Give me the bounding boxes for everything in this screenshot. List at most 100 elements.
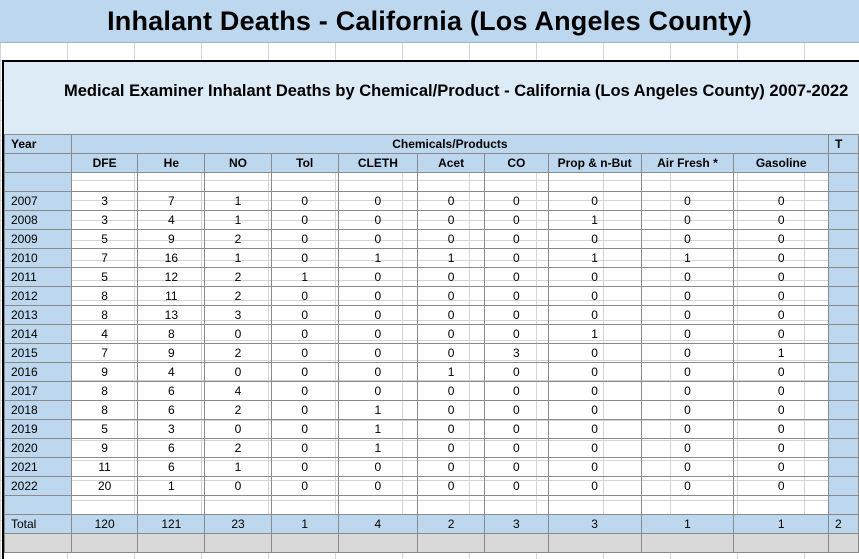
value-cell[interactable]: 8 xyxy=(137,324,206,344)
trailing-cell[interactable] xyxy=(828,476,859,496)
trailing-cell[interactable] xyxy=(828,248,859,268)
value-cell[interactable]: 0 xyxy=(547,305,642,325)
value-cell[interactable]: 0 xyxy=(337,476,419,496)
year-cell[interactable]: 2021 xyxy=(4,457,72,477)
subtitle-bar[interactable]: Medical Examiner Inhalant Deaths by Chem… xyxy=(4,62,859,135)
value-cell[interactable]: 0 xyxy=(337,210,419,230)
value-cell[interactable]: 7 xyxy=(137,191,206,211)
blank-cell[interactable] xyxy=(640,495,735,515)
total-label[interactable]: Total xyxy=(4,514,72,534)
footer-cell[interactable] xyxy=(733,533,830,553)
value-cell[interactable]: 0 xyxy=(270,286,339,306)
year-cell[interactable]: 2009 xyxy=(4,229,72,249)
value-cell[interactable]: 0 xyxy=(733,476,830,496)
value-cell[interactable]: 6 xyxy=(137,438,206,458)
column-header[interactable]: He xyxy=(137,153,206,173)
value-cell[interactable]: 0 xyxy=(270,324,339,344)
value-cell[interactable]: 9 xyxy=(137,229,206,249)
value-cell[interactable]: 0 xyxy=(640,438,735,458)
value-cell[interactable]: 0 xyxy=(483,210,549,230)
value-cell[interactable]: 0 xyxy=(483,286,549,306)
trailing-total-cell[interactable]: 2 xyxy=(828,514,859,534)
value-cell[interactable]: 0 xyxy=(270,400,339,420)
value-cell[interactable]: 0 xyxy=(337,305,419,325)
value-cell[interactable]: 0 xyxy=(483,419,549,439)
year-cell[interactable]: 2016 xyxy=(4,362,72,382)
column-header[interactable]: DFE xyxy=(70,153,139,173)
value-cell[interactable]: 0 xyxy=(547,286,642,306)
value-cell[interactable]: 0 xyxy=(733,191,830,211)
value-cell[interactable]: 0 xyxy=(640,305,735,325)
value-cell[interactable]: 11 xyxy=(137,286,206,306)
trailing-cell[interactable] xyxy=(828,191,859,211)
trailing-cell[interactable] xyxy=(828,495,859,515)
value-cell[interactable]: 0 xyxy=(640,457,735,477)
value-cell[interactable]: 5 xyxy=(70,267,139,287)
footer-cell[interactable] xyxy=(204,533,272,553)
value-cell[interactable]: 3 xyxy=(70,191,139,211)
value-cell[interactable]: 0 xyxy=(337,324,419,344)
value-cell[interactable]: 0 xyxy=(417,210,485,230)
value-cell[interactable]: 0 xyxy=(733,324,830,344)
value-cell[interactable]: 7 xyxy=(70,343,139,363)
value-cell[interactable]: 0 xyxy=(547,267,642,287)
column-header[interactable]: CO xyxy=(483,153,549,173)
value-cell[interactable]: 0 xyxy=(483,381,549,401)
value-cell[interactable]: 1 xyxy=(204,457,272,477)
value-cell[interactable]: 0 xyxy=(417,305,485,325)
value-cell[interactable]: 0 xyxy=(270,381,339,401)
value-cell[interactable]: 0 xyxy=(733,400,830,420)
value-cell[interactable]: 0 xyxy=(483,400,549,420)
footer-cell[interactable] xyxy=(547,533,642,553)
value-cell[interactable]: 0 xyxy=(547,229,642,249)
value-cell[interactable]: 1 xyxy=(337,419,419,439)
value-cell[interactable]: 4 xyxy=(137,210,206,230)
value-cell[interactable]: 1 xyxy=(417,362,485,382)
value-cell[interactable]: 0 xyxy=(204,324,272,344)
year-cell[interactable]: 2007 xyxy=(4,191,72,211)
blank-cell[interactable] xyxy=(547,172,642,192)
value-cell[interactable]: 0 xyxy=(640,381,735,401)
trailing-cell[interactable] xyxy=(828,343,859,363)
value-cell[interactable]: 1 xyxy=(337,400,419,420)
value-cell[interactable]: 0 xyxy=(270,305,339,325)
trailing-cell[interactable] xyxy=(828,172,859,192)
value-cell[interactable]: 3 xyxy=(70,210,139,230)
value-cell[interactable]: 0 xyxy=(270,343,339,363)
total-value-cell[interactable]: 121 xyxy=(137,514,206,534)
value-cell[interactable]: 20 xyxy=(70,476,139,496)
value-cell[interactable]: 0 xyxy=(640,400,735,420)
total-value-cell[interactable]: 120 xyxy=(70,514,139,534)
value-cell[interactable]: 12 xyxy=(137,267,206,287)
value-cell[interactable]: 0 xyxy=(270,362,339,382)
value-cell[interactable]: 1 xyxy=(337,438,419,458)
blank-cell[interactable] xyxy=(204,495,272,515)
value-cell[interactable]: 1 xyxy=(417,248,485,268)
value-cell[interactable]: 0 xyxy=(337,267,419,287)
value-cell[interactable]: 8 xyxy=(70,400,139,420)
column-header[interactable]: Acet xyxy=(417,153,485,173)
value-cell[interactable]: 9 xyxy=(137,343,206,363)
blank-cell[interactable] xyxy=(70,172,139,192)
value-cell[interactable]: 16 xyxy=(137,248,206,268)
value-cell[interactable]: 0 xyxy=(337,457,419,477)
column-header[interactable]: NO xyxy=(204,153,272,173)
value-cell[interactable]: 0 xyxy=(270,419,339,439)
value-cell[interactable]: 0 xyxy=(204,476,272,496)
value-cell[interactable]: 0 xyxy=(547,476,642,496)
value-cell[interactable]: 0 xyxy=(547,400,642,420)
chemicals-group-header[interactable]: Chemicals/Products xyxy=(70,134,830,154)
value-cell[interactable]: 0 xyxy=(270,248,339,268)
total-value-cell[interactable]: 3 xyxy=(547,514,642,534)
empty-header-cell[interactable] xyxy=(4,153,72,173)
value-cell[interactable]: 0 xyxy=(270,191,339,211)
total-value-cell[interactable]: 3 xyxy=(483,514,549,534)
value-cell[interactable]: 0 xyxy=(483,476,549,496)
value-cell[interactable]: 0 xyxy=(417,343,485,363)
trailing-cell[interactable] xyxy=(828,267,859,287)
value-cell[interactable]: 0 xyxy=(204,362,272,382)
value-cell[interactable]: 3 xyxy=(483,343,549,363)
value-cell[interactable]: 1 xyxy=(640,248,735,268)
value-cell[interactable]: 0 xyxy=(733,267,830,287)
value-cell[interactable]: 0 xyxy=(483,229,549,249)
